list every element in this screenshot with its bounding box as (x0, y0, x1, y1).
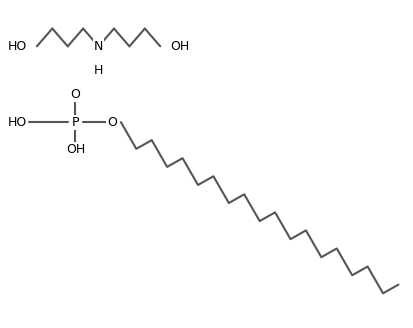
Text: OH: OH (66, 143, 85, 156)
Text: OH: OH (171, 40, 190, 53)
Text: O: O (71, 88, 81, 101)
Text: P: P (72, 115, 79, 129)
Text: O: O (107, 115, 117, 129)
Text: H: H (94, 64, 103, 77)
Text: N: N (94, 40, 103, 53)
Text: HO: HO (7, 115, 27, 129)
Text: HO: HO (7, 40, 27, 53)
